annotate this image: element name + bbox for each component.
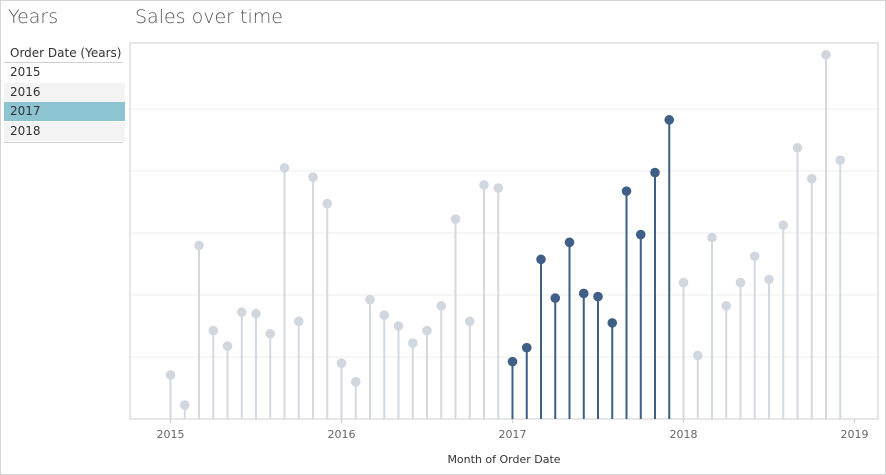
- lollipop-point-2017-09[interactable]: [621, 186, 632, 196]
- lollipop-point-2018-06[interactable]: [749, 251, 760, 262]
- x-tick-label-2015: 2015: [157, 428, 185, 441]
- lollipop-point-2016-12[interactable]: [493, 183, 504, 193]
- lollipop-point-2016-03[interactable]: [365, 294, 375, 305]
- lollipop-point-2018-08[interactable]: [778, 220, 789, 231]
- lollipop-point-2015-04[interactable]: [208, 325, 219, 336]
- lollipop-point-2016-04[interactable]: [379, 310, 390, 320]
- lollipop-point-2017-03[interactable]: [536, 254, 546, 265]
- lollipop-point-2016-10[interactable]: [464, 316, 475, 327]
- lollipop-point-2015-05[interactable]: [222, 341, 233, 351]
- lollipop-point-2015-09[interactable]: [279, 163, 290, 173]
- lollipop-point-2016-06[interactable]: [407, 338, 418, 348]
- lollipop-point-2015-12[interactable]: [322, 198, 333, 209]
- filter-item-2015[interactable]: 2015: [10, 65, 41, 79]
- lollipop-point-2018-05[interactable]: [735, 277, 746, 288]
- filter-divider: [4, 62, 123, 63]
- filter-panel-title: Years: [8, 6, 59, 28]
- x-axis-title: Month of Order Date: [447, 453, 560, 466]
- lollipop-point-2017-02[interactable]: [521, 342, 532, 353]
- lollipop-point-2015-11[interactable]: [308, 172, 318, 182]
- lollipop-point-2015-08[interactable]: [265, 328, 276, 339]
- lollipop-point-2018-09[interactable]: [792, 142, 803, 153]
- x-axis-ticks: 2015 2016 2017 2018 2019: [157, 419, 869, 441]
- filter-item-2016[interactable]: 2016: [4, 83, 125, 102]
- x-tick-label-2019: 2019: [841, 428, 869, 441]
- lollipop-point-2016-07[interactable]: [422, 325, 432, 336]
- lollipop-point-2016-09[interactable]: [450, 214, 461, 224]
- lollipop-point-2015-01[interactable]: [165, 370, 176, 380]
- lollipop-point-2018-10[interactable]: [806, 173, 817, 184]
- lollipop-point-2015-02[interactable]: [179, 400, 190, 410]
- gridlines: [131, 108, 877, 358]
- x-tick-label-2016: 2016: [328, 428, 356, 441]
- chart-marks: [165, 49, 846, 419]
- plot-area-border: [129, 42, 879, 420]
- lollipop-point-2017-07[interactable]: [593, 291, 603, 302]
- filter-item-2018[interactable]: 2018: [4, 122, 125, 141]
- lollipop-point-2016-05[interactable]: [393, 321, 404, 331]
- lollipop-point-2017-05[interactable]: [564, 237, 575, 248]
- x-tick-label-2018: 2018: [670, 428, 698, 441]
- lollipop-point-2016-11[interactable]: [479, 180, 489, 190]
- lollipop-point-2018-11[interactable]: [821, 49, 831, 60]
- lollipop-point-2018-02[interactable]: [692, 350, 703, 361]
- lollipop-point-2017-08[interactable]: [607, 318, 618, 328]
- lollipop-point-2015-06[interactable]: [236, 307, 247, 317]
- lollipop-point-2015-07[interactable]: [251, 308, 261, 319]
- lollipop-point-2015-03[interactable]: [194, 240, 204, 251]
- lollipop-point-2017-06[interactable]: [578, 288, 589, 299]
- lollipop-point-2016-01[interactable]: [336, 358, 347, 369]
- lollipop-point-2016-08[interactable]: [436, 301, 447, 311]
- lollipop-point-2015-10[interactable]: [293, 316, 304, 327]
- lollipop-point-2018-01[interactable]: [678, 277, 689, 288]
- lollipop-point-2017-04[interactable]: [550, 293, 561, 303]
- lollipop-point-2018-12[interactable]: [835, 155, 846, 165]
- lollipop-point-2017-11[interactable]: [650, 167, 660, 178]
- lollipop-point-2016-02[interactable]: [350, 377, 361, 387]
- filter-item-2017[interactable]: 2017: [4, 102, 125, 121]
- filter-header: Order Date (Years): [10, 46, 122, 60]
- lollipop-point-2018-04[interactable]: [721, 301, 732, 311]
- lollipop-point-2017-10[interactable]: [635, 229, 646, 240]
- lollipop-point-2017-12[interactable]: [664, 115, 675, 125]
- filter-bottom-divider: [4, 142, 123, 143]
- lollipop-point-2018-07[interactable]: [764, 274, 774, 285]
- lollipop-point-2018-03[interactable]: [707, 232, 717, 243]
- chart-title: Sales over time: [135, 6, 283, 28]
- lollipop-point-2017-01[interactable]: [507, 356, 518, 367]
- x-tick-label-2017: 2017: [499, 428, 527, 441]
